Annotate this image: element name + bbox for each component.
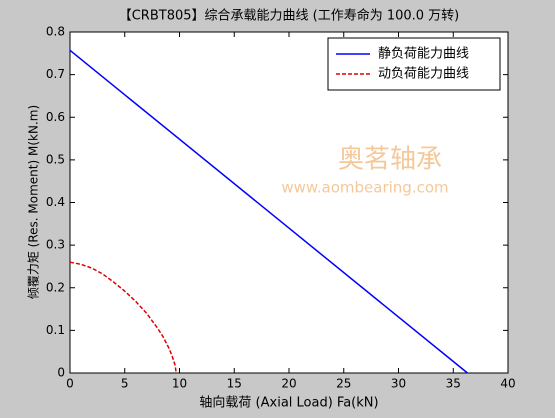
y-tick-label: 0.8 [46,25,65,39]
legend-box [327,37,501,91]
x-tick-label: 20 [281,377,296,391]
y-tick-label: 0.6 [46,110,65,124]
x-tick-label: 35 [446,377,461,391]
data-line [69,49,468,374]
y-tick-label: 0.1 [46,323,65,337]
y-axis-label: 倾覆力矩 (Res. Moment) M(kN.m) [27,105,41,299]
x-tick-label: 10 [172,377,187,391]
y-tick-label: 0.4 [46,195,65,209]
x-tick-label: 5 [121,377,129,391]
chart-title: 【CRBT805】综合承载能力曲线 (工作寿命为 100.0 万转) [119,8,460,24]
x-tick-label: 25 [336,377,351,391]
x-tick-label: 40 [500,377,515,391]
y-tick-label: 0.2 [46,280,65,294]
data-line [69,261,177,374]
x-tick-label: 30 [391,377,406,391]
watermark: 奥茗轴承 [338,145,442,175]
legend-label: 动负荷能力曲线 [378,67,469,82]
y-tick-label: 0.7 [46,67,65,81]
y-tick-label: 0.3 [46,238,65,252]
x-axis-label: 轴向载荷 (Axial Load) Fa(kN) [199,395,378,411]
y-tick-label: 0 [57,366,65,380]
y-tick-label: 0.5 [46,152,65,166]
watermark: www.aombearing.com [281,179,448,197]
x-tick-label: 0 [66,377,74,391]
legend-label: 静负荷能力曲线 [378,47,469,62]
x-tick-label: 15 [227,377,242,391]
